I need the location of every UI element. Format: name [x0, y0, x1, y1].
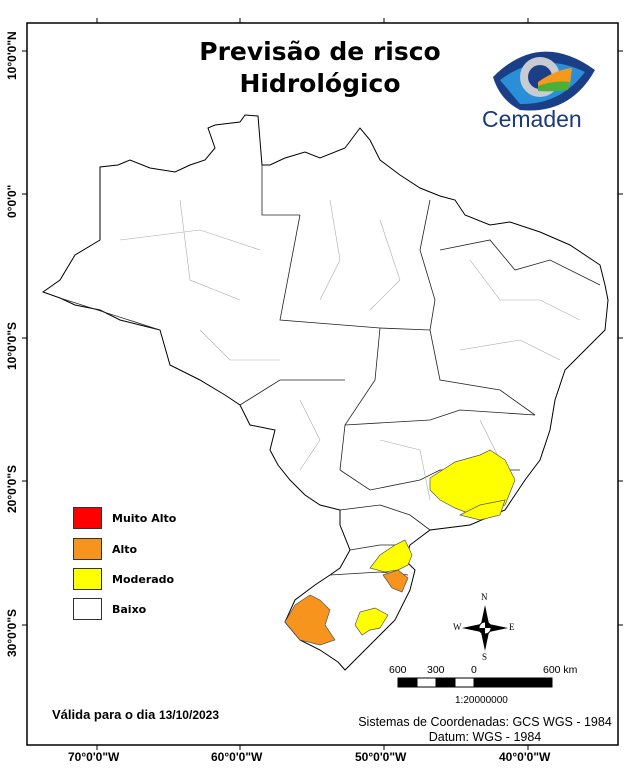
legend-item-baixo: Baixo	[73, 598, 146, 620]
logo-text: Cemaden	[482, 106, 582, 132]
map-frame	[26, 22, 619, 746]
lat-label: 0°0'0"	[5, 184, 19, 218]
coordinate-system: Sistemas de Coordenadas: GCS WGS - 1984 …	[340, 715, 630, 745]
risk-area-moderado-sul	[369, 539, 413, 573]
map-title: Previsão de risco Hidrológico	[150, 36, 490, 100]
compass-rose	[462, 605, 508, 651]
legend-item-alto: Alto	[73, 538, 137, 560]
title-line-1: Previsão de risco	[199, 37, 441, 66]
legend-label: Baixo	[112, 602, 147, 616]
compass-n: N	[481, 592, 488, 602]
scale-bar	[397, 677, 553, 688]
legend-item-muito-alto: Muito Alto	[73, 507, 176, 529]
risk-area-alto-rs	[284, 594, 336, 646]
compass-s: S	[482, 652, 488, 662]
legend-swatch	[73, 568, 102, 590]
scale-ratio: 1:20000000	[455, 695, 508, 706]
lon-label: 70°0'0"W	[68, 750, 120, 764]
title-line-2: Hidrológico	[239, 69, 401, 98]
scale-label: 600	[389, 664, 407, 676]
risk-area-alto-sc	[382, 569, 409, 593]
compass-w: W	[453, 622, 462, 632]
legend-label: Alto	[112, 542, 138, 556]
cemaden-logo	[493, 51, 595, 111]
lon-label: 40°0'0"W	[499, 750, 551, 764]
lat-label: 20°0'0"S	[5, 464, 19, 513]
legend-label: Muito Alto	[112, 511, 177, 525]
lon-label: 50°0'0"W	[355, 750, 407, 764]
legend-swatch	[73, 598, 102, 620]
legend-label: Moderado	[112, 572, 175, 586]
sub-basin-borders	[119, 199, 581, 501]
scale-label: 0	[471, 664, 477, 676]
scale-label: 300	[427, 664, 445, 676]
risk-areas	[284, 449, 516, 646]
legend-item-moderado: Moderado	[73, 568, 174, 590]
lat-label: 10°0'0"N	[5, 31, 19, 80]
lon-label: 60°0'0"W	[211, 750, 263, 764]
frame-ticks	[22, 18, 623, 750]
validity-date: 13/10/2023	[158, 708, 220, 722]
lat-label: 10°0'0"S	[5, 321, 19, 370]
brazil-outline	[41, 114, 609, 671]
legend-swatch	[73, 538, 102, 560]
scale-label: 600 km	[543, 664, 578, 676]
compass-e: E	[509, 622, 515, 632]
datum-line: Datum: WGS - 1984	[428, 730, 542, 744]
validity-prefix: Válida para o dia	[52, 707, 156, 722]
state-borders	[59, 165, 601, 576]
legend-swatch	[73, 507, 102, 529]
validity-text: Válida para o dia 13/10/2023	[52, 707, 219, 722]
risk-area-moderado-rs	[354, 607, 389, 636]
lat-label: 30°0'0"S	[5, 608, 19, 657]
risk-area-moderado-sp-coast	[458, 499, 506, 521]
coordinate-system-line: Sistemas de Coordenadas: GCS WGS - 1984	[358, 715, 612, 729]
